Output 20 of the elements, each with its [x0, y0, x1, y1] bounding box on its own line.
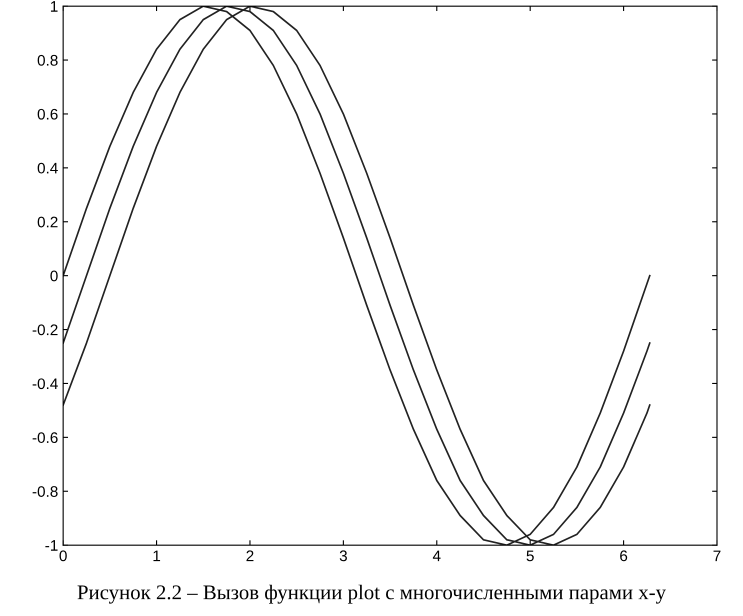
y-tick-label: 0.6 — [38, 108, 58, 120]
y-tick-label: -0.6 — [32, 432, 58, 444]
x-tick-label: 4 — [432, 550, 441, 562]
x-tick-label: 3 — [340, 550, 347, 562]
y-tick-label: 0 — [50, 270, 58, 282]
y-tick-label: 1 — [50, 1, 58, 12]
x-tick-label: 1 — [153, 550, 160, 562]
y-tick-label: -0.2 — [32, 324, 58, 336]
x-tick-label: 0 — [60, 550, 67, 562]
x-tick-label: 5 — [526, 550, 534, 562]
y-tick-label: -0.8 — [32, 486, 58, 497]
x-tick-label: 2 — [246, 550, 254, 562]
y-tick-label: -0.4 — [32, 378, 58, 390]
y-tick-label: -1 — [45, 540, 58, 551]
x-tick-label: 7 — [714, 550, 720, 562]
y-tick-label: 0.2 — [38, 216, 58, 228]
x-tick-label: 6 — [620, 550, 628, 562]
y-tick-label: 0.4 — [38, 162, 58, 174]
y-tick-label: 0.8 — [38, 54, 58, 66]
text: Рисунок 2.2 – Вызов функции plot с многочисленными парами x-y — [78, 584, 666, 604]
